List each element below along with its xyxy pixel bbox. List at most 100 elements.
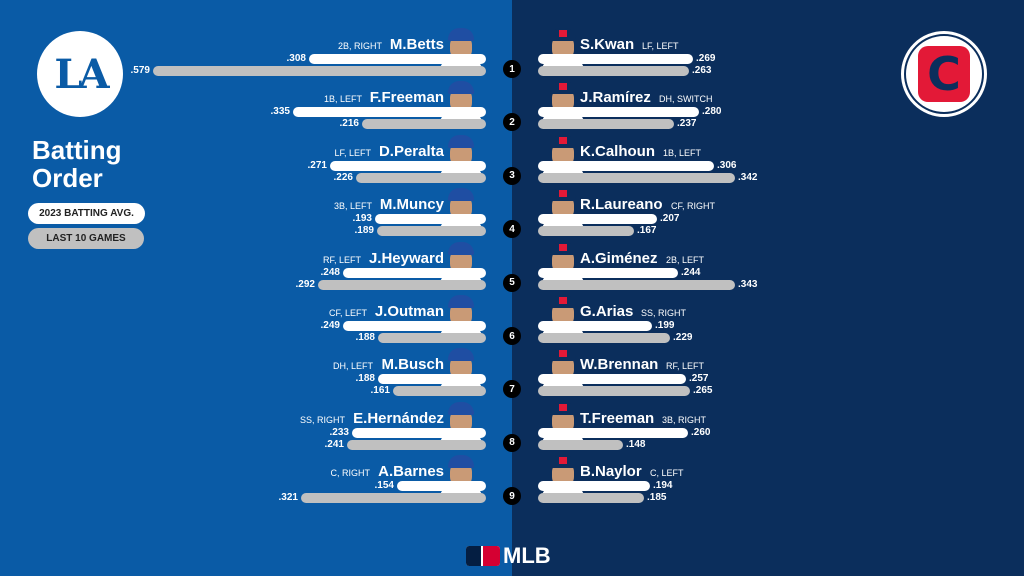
last10-avg-value: .148 [626,438,646,450]
last10-avg-value: .241 [324,438,344,450]
season-avg-value: .260 [691,426,711,438]
cap-logo-icon [457,137,465,144]
season-avg-value: .207 [660,213,680,225]
player-position: 1B, LEFT [323,94,362,105]
player-name: T.Freeman [580,409,655,427]
season-avg-bar [375,214,486,225]
last10-avg-value: .185 [647,492,667,504]
last10-avg-value: .321 [278,492,298,504]
cap-logo-icon [457,244,465,251]
cap-logo-icon [559,83,567,91]
season-avg-value: .199 [655,320,675,331]
player-name: W.Brennan [580,356,659,374]
player-name: M.Busch [381,356,444,374]
player-position: SS, RIGHT [641,308,687,318]
last10-avg-value: .237 [677,118,697,130]
batting-order-number-badge: 4 [503,220,521,239]
guardians-logo: C [901,31,987,117]
cap-shape [448,401,474,415]
dodgers-player-headshot [436,291,486,341]
batting-order-number-badge: 5 [503,273,521,292]
player-name: B.Naylor [580,463,642,481]
last10-avg-bar [393,386,486,397]
cap-logo-icon [559,403,567,411]
last10-avg-bar [356,172,486,183]
season-avg-value: .233 [329,426,349,438]
cap-shape [448,28,474,41]
player-position: 1B, LEFT [663,147,702,158]
cap-logo-icon [457,350,465,357]
season-avg-value: .269 [696,53,716,64]
last10-avg-bar [362,119,486,130]
last10-avg-bar [377,226,486,237]
player-name: D.Peralta [378,142,444,160]
last10-avg-value: .226 [333,171,353,183]
season-avg-value: .257 [689,373,709,385]
last10-avg-value: .343 [738,278,758,290]
player-position: C, LEFT [650,468,684,479]
player-position: 3B, RIGHT [662,414,707,425]
last10-avg-bar [538,119,674,130]
player-position: 2B, LEFT [666,254,705,265]
last10-avg-bar [538,333,670,343]
season-avg-bar [538,54,693,64]
player-position: LF, LEFT [642,41,679,51]
last10-avg-bar [538,493,644,504]
cap-logo-icon [457,297,465,304]
season-avg-bar [343,267,486,278]
season-avg-bar [352,427,486,438]
player-name: S.Kwan [580,36,635,53]
season-avg-value: .335 [270,106,290,118]
cap-logo-icon [559,457,567,465]
last10-avg-value: .216 [339,118,359,130]
player-name: J.Ramírez [580,89,651,107]
last10-avg-bar [538,226,634,237]
player-name: A.Giménez [580,249,658,267]
season-avg-value: .154 [374,480,394,492]
season-avg-value: .308 [286,53,306,64]
last10-avg-bar [378,333,486,343]
season-avg-bar [538,107,699,118]
guardians-player-headshot [538,397,588,448]
season-avg-value: .188 [355,373,375,385]
player-name: E.Hernández [353,409,444,427]
last10-avg-value: .292 [295,278,315,290]
cap-shape [448,188,474,202]
player-position: DH, SWITCH [659,94,713,105]
player-name: F.Freeman [369,89,444,107]
cap-shape [448,134,474,148]
season-avg-value: .248 [320,266,340,278]
season-avg-bar [538,481,650,492]
player-position: CF, LEFT [328,308,367,318]
last10-avg-bar [318,279,486,290]
season-avg-value: .244 [681,266,701,278]
mlb-footer-logo: MLB [466,543,551,569]
batting-order-number-badge: 8 [503,433,521,452]
dodgers-player-headshot [436,184,486,235]
player-position: 3B, LEFT [333,201,372,212]
dodgers-logo: LA [37,31,123,117]
mlb-logo-icon [466,546,500,566]
cap-logo-icon [559,297,567,304]
season-avg-bar [538,160,714,171]
cap-shape [448,241,474,255]
last10-avg-value: .265 [693,385,713,397]
season-avg-bar [538,427,688,438]
cap-logo-icon [559,350,567,358]
player-name: J.Heyward [368,249,444,267]
last10-avg-value: .263 [692,65,712,76]
player-position: LF, LEFT [334,147,371,158]
last10-avg-bar [538,439,623,450]
cap-logo-icon [559,190,567,198]
last10-avg-value: .579 [130,65,150,76]
last10-avg-bar [347,439,486,450]
last10-avg-value: .342 [738,171,758,183]
last10-avg-value: .167 [637,225,657,237]
cap-shape [448,455,474,469]
season-avg-value: .271 [307,159,327,171]
cap-shape [448,295,474,308]
last10-avg-bar [538,386,690,397]
season-avg-value: .280 [702,106,722,118]
player-position: DH, LEFT [332,361,373,372]
season-avg-bar [343,321,486,331]
